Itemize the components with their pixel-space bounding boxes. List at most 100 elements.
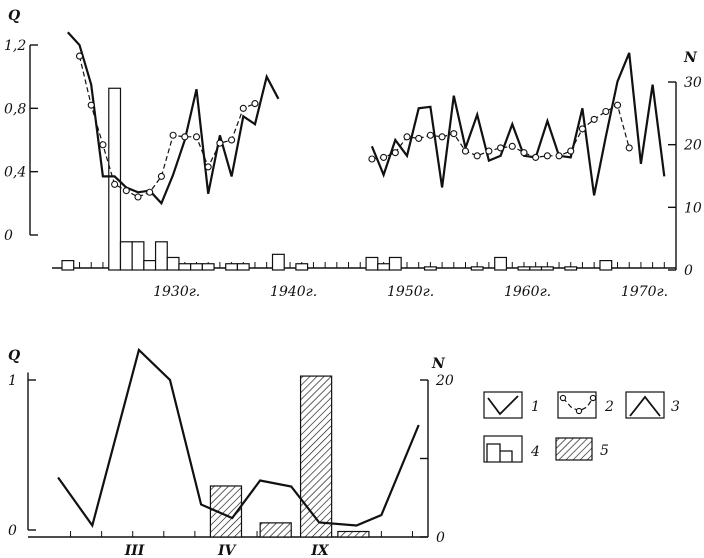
hatched-bar <box>299 375 333 538</box>
legend-num-2: 2 <box>604 399 614 415</box>
series-marker <box>532 153 540 161</box>
legend-marker <box>559 394 567 402</box>
bar <box>365 256 379 271</box>
series-marker <box>473 152 481 160</box>
bottom-lines <box>57 347 420 529</box>
series-marker <box>228 136 236 144</box>
series-marker <box>111 180 119 188</box>
series-marker <box>461 147 470 155</box>
bar <box>143 260 157 271</box>
series-marker <box>251 100 259 108</box>
bar <box>131 241 145 271</box>
top-chart: 0 0,4 0,8 1,2 Q 0 10 20 30 N 1930г. 1940г. 1950г. 196… <box>4 8 702 300</box>
bar <box>271 253 285 271</box>
x-tick-label: 1970г. <box>621 284 668 300</box>
legend-marker <box>589 394 597 402</box>
series-marker <box>239 104 247 112</box>
legend-box-4 <box>483 435 523 463</box>
bar <box>201 263 215 271</box>
bar <box>540 266 554 271</box>
series-marker <box>368 155 376 163</box>
legend-item-1: 1 <box>483 391 540 419</box>
left-tick-label: 1 <box>8 373 17 389</box>
series-line-3 <box>66 31 280 206</box>
bar <box>154 241 168 271</box>
top-axes <box>29 44 677 271</box>
bar <box>61 260 75 271</box>
bar <box>494 256 508 271</box>
bar <box>190 263 203 271</box>
bar <box>178 263 192 271</box>
right-tick-label: 20 <box>683 138 702 154</box>
legend-symbol-peak <box>629 395 661 417</box>
bar <box>599 260 613 271</box>
bar <box>295 263 309 271</box>
series-marker <box>450 130 458 138</box>
series-marker <box>602 107 610 116</box>
series-marker <box>181 133 189 141</box>
series-marker <box>520 149 528 157</box>
series-marker <box>75 52 84 60</box>
bar <box>166 256 180 271</box>
x-tick-label: IX <box>310 543 330 558</box>
hatched-bar <box>259 522 292 538</box>
legend-num-4: 4 <box>530 444 540 460</box>
series-marker <box>508 142 516 150</box>
legend-symbol-check <box>487 395 519 416</box>
series-marker <box>578 125 586 133</box>
legend-num-1: 1 <box>531 399 540 415</box>
top-labels: 0 0,4 0,8 1,2 Q 0 10 20 30 N 1930г. 1940г. 1950г. 196… <box>4 8 702 300</box>
x-tick-label: IV <box>217 543 238 558</box>
x-tick-label: 1960г. <box>504 284 551 300</box>
bar <box>119 241 133 271</box>
x-tick-label: III <box>124 543 145 558</box>
legend-marker <box>575 407 583 415</box>
bar <box>377 263 391 271</box>
series-marker <box>391 149 399 157</box>
right-tick-label: 0 <box>684 263 693 279</box>
bottom-chart: 0 1 Q 0 20N III IV IX <box>8 347 454 558</box>
hatched-bar <box>337 530 370 538</box>
bar <box>225 263 239 271</box>
bar <box>517 266 531 271</box>
series-line-2 <box>371 104 630 160</box>
series-marker <box>169 131 177 139</box>
series-marker <box>380 153 388 161</box>
x-tick-label: 1940г. <box>270 284 317 300</box>
legend-item-3: 3 <box>625 391 680 419</box>
legend-symbol-open-bars <box>486 443 513 462</box>
legend-num-3: 3 <box>671 399 680 415</box>
right-tick-label: 30 <box>684 75 702 91</box>
right-axis-title: N <box>431 356 446 372</box>
series-marker <box>157 172 165 180</box>
series-line-2 <box>78 55 256 198</box>
series-marker <box>122 187 130 195</box>
series-marker <box>146 188 154 196</box>
bar <box>470 266 484 271</box>
series-marker <box>216 139 224 147</box>
legend: 1 2 3 4 5 <box>483 391 680 463</box>
x-tick-label: 1930г. <box>153 284 200 300</box>
series-marker <box>567 147 575 155</box>
series-marker <box>485 147 493 155</box>
legend-box-1 <box>483 391 523 419</box>
legend-symbol-hatched <box>555 437 593 461</box>
bar <box>388 256 402 271</box>
series-marker <box>87 101 95 109</box>
bottom-labels: 0 1 Q 0 20N III IV IX <box>8 348 454 558</box>
legend-num-5: 5 <box>600 443 609 459</box>
series-marker <box>415 134 423 142</box>
right-axis-title: N <box>683 50 698 66</box>
series-marker <box>426 131 434 139</box>
series-marker <box>543 152 551 160</box>
right-tick-label: 10 <box>684 200 702 216</box>
top-lines <box>66 31 666 206</box>
top-bars <box>61 87 613 271</box>
series-marker <box>613 101 622 109</box>
series-marker <box>204 163 212 171</box>
series-marker <box>497 144 505 152</box>
bar <box>423 266 437 271</box>
left-tick-label: 0,4 <box>4 165 26 181</box>
series-line-1 <box>57 347 420 529</box>
